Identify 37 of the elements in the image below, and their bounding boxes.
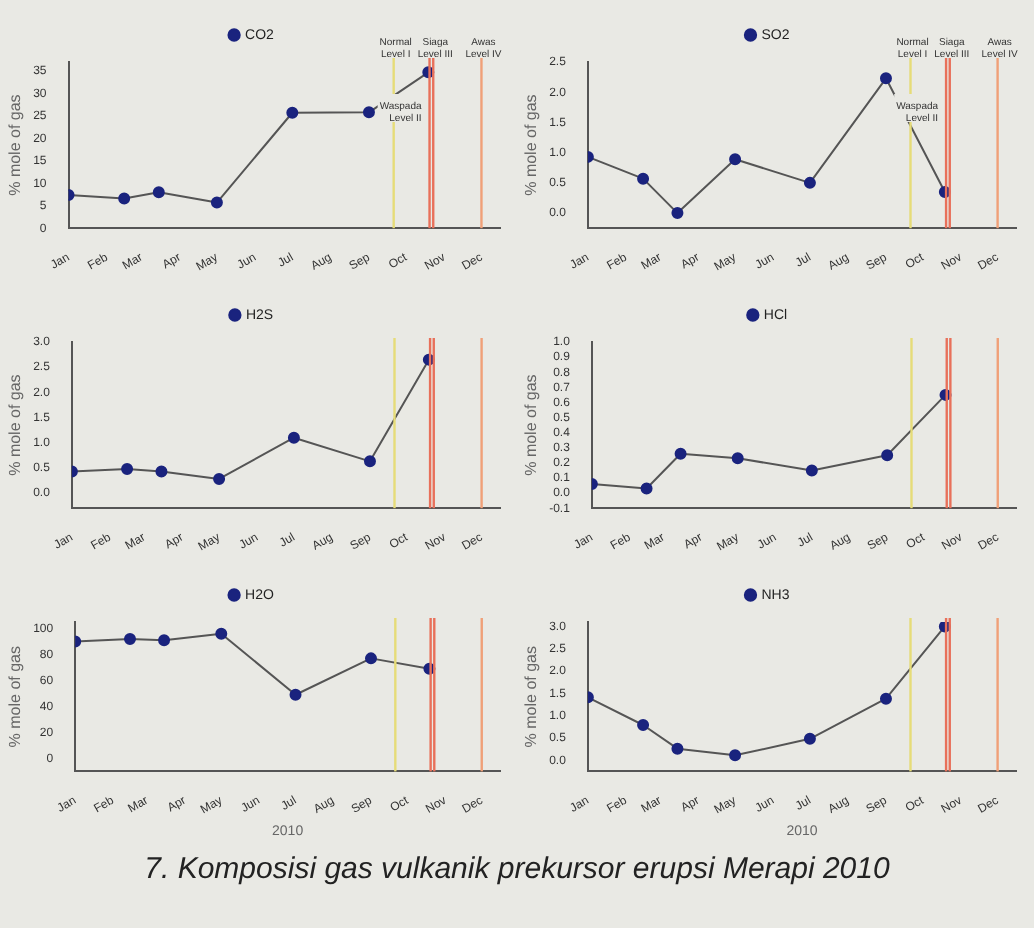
point	[215, 627, 228, 640]
point	[637, 172, 650, 185]
point	[671, 742, 684, 755]
point	[287, 431, 300, 444]
point	[803, 732, 816, 745]
point	[210, 196, 223, 209]
point	[121, 462, 134, 475]
point	[118, 192, 131, 205]
point	[158, 634, 171, 647]
point	[879, 72, 892, 85]
point	[805, 464, 818, 477]
point	[363, 455, 376, 468]
y-axis-title: % mole of gas	[522, 94, 541, 196]
point	[362, 106, 375, 119]
point	[155, 465, 168, 478]
y-axis-title: % mole of gas	[522, 645, 541, 748]
point	[286, 106, 299, 119]
point	[729, 153, 742, 166]
point	[123, 632, 136, 645]
point	[152, 186, 165, 199]
point	[879, 692, 892, 705]
point	[637, 719, 650, 732]
y-axis-title: % mole of gas	[6, 645, 25, 748]
point	[674, 447, 687, 460]
y-axis-title: % mole of gas	[6, 374, 25, 476]
point	[289, 688, 302, 701]
point	[881, 449, 894, 462]
point	[213, 472, 226, 485]
point	[364, 652, 377, 665]
point	[640, 482, 653, 495]
text: 7. Komposisi gas vulkanik prekursor erupsi Merapi 2010	[142, 852, 892, 886]
point	[731, 452, 744, 465]
point	[729, 749, 742, 762]
y-axis-title: % mole of gas	[522, 374, 541, 476]
point	[803, 176, 816, 189]
y-axis-title: % mole of gas	[6, 94, 25, 196]
point	[671, 207, 684, 220]
